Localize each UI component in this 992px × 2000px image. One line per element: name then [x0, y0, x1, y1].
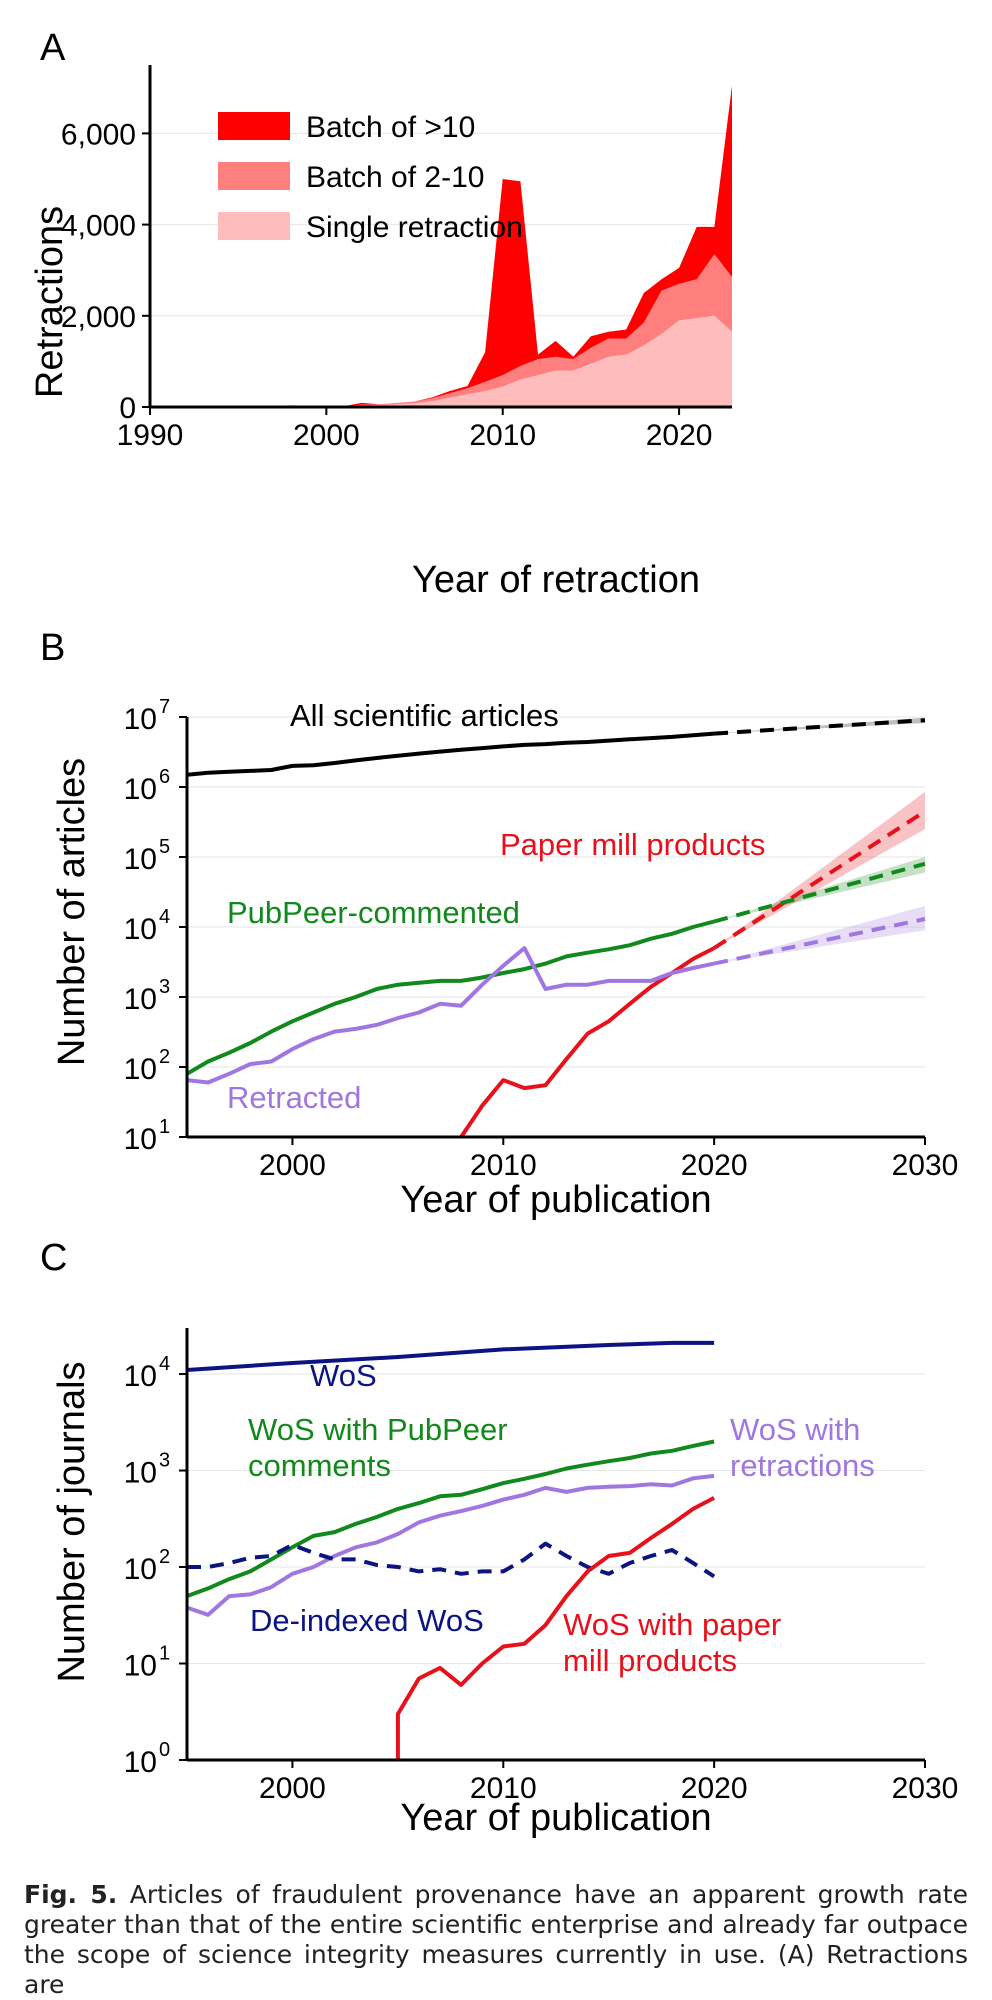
- y-tick-label: 10: [124, 843, 157, 876]
- y-tick-exponent: 3: [159, 976, 170, 998]
- y-tick-label-a: 4,000: [61, 210, 136, 243]
- label-wos: WoS: [310, 1358, 377, 1393]
- x-tick-label-a: 2020: [646, 419, 713, 452]
- legend-swatch-single-retraction: [218, 212, 290, 240]
- panel-b: B 10 1 10 2 10 3 10 4 10 5 10 6 10 7 2000 2010 2020 2030 …: [0, 620, 992, 1230]
- legend-label-single-retraction: Single retraction: [306, 211, 523, 244]
- x-tick-label-a: 2000: [293, 419, 360, 452]
- x-tick-label: 2020: [681, 1149, 748, 1182]
- panel-c: C 10 0 10 1 10 2 10 3 10 4 2000 2010 2020 2030 WoS Wo…: [0, 1237, 992, 1840]
- y-tick-exponent: 7: [159, 696, 170, 718]
- y-tick-label-a: 2,000: [61, 301, 136, 334]
- series-line-wos-with-paper-mill-products: [395, 1496, 716, 1760]
- series-line-wos-with-retractions: [187, 1473, 715, 1617]
- x-tick-label: 2030: [892, 1772, 959, 1805]
- panel-label-b: B: [40, 627, 65, 669]
- projection-band-pubpeer-commented: [714, 857, 925, 922]
- series-line-wos: [187, 1340, 715, 1372]
- area-single-retraction: [150, 315, 732, 407]
- y-tick-label: 10: [124, 773, 157, 806]
- y-axis-label-b: Number of articles: [51, 758, 93, 1066]
- label-all-articles: All scientific articles: [290, 698, 559, 733]
- figure-caption: Fig. 5. Articles of fraudulent provenanc…: [24, 1880, 968, 2000]
- projection-band-retracted: [714, 905, 925, 964]
- label-wos-retractions-1: WoS with: [730, 1412, 860, 1447]
- x-tick-label: 2010: [470, 1772, 537, 1805]
- label-deindexed-wos: De-indexed WoS: [250, 1603, 484, 1638]
- x-axis-label-c: Year of publication: [400, 1797, 711, 1839]
- label-wos-pubpeer-2: comments: [248, 1448, 391, 1483]
- legend-label-batch-of-10: Batch of >10: [306, 111, 475, 144]
- series-line-wos-with-pubpeer-comments: [187, 1439, 715, 1598]
- y-axis-label-c: Number of journals: [51, 1361, 93, 1682]
- panel-label-a: A: [40, 27, 66, 69]
- caption-label: Fig. 5.: [24, 1880, 118, 1909]
- y-axis-label-a: Retractions: [29, 206, 71, 398]
- y-tick-label: 10: [124, 913, 157, 946]
- y-tick-exponent: 2: [159, 1046, 170, 1068]
- y-tick-exponent: 3: [159, 1450, 170, 1472]
- legend-swatch-batch-of-10: [218, 112, 290, 140]
- retractions-area-chart: A 0 2,000 4,000 6,000 1990 2000 2010 2020 Batch…: [29, 27, 732, 601]
- projection-band-paper-mill-products: [714, 791, 925, 949]
- label-wos-retractions-2: retractions: [730, 1448, 875, 1483]
- x-tick-label-a: 2010: [469, 419, 536, 452]
- y-tick-label-a: 6,000: [61, 118, 136, 151]
- x-tick-label: 2010: [470, 1149, 537, 1182]
- y-tick-exponent: 1: [159, 1643, 170, 1665]
- y-tick-label: 10: [124, 1360, 157, 1393]
- x-tick-label: 2000: [259, 1149, 326, 1182]
- y-tick-exponent: 4: [159, 906, 170, 928]
- y-tick-exponent: 0: [159, 1739, 170, 1761]
- label-wos-pubpeer-1: WoS with PubPeer: [248, 1412, 508, 1447]
- projection-line-retracted: [713, 917, 926, 966]
- series-line-de-indexed-wos: [187, 1541, 716, 1579]
- x-tick-label: 2030: [892, 1149, 959, 1182]
- y-tick-exponent: 1: [159, 1116, 170, 1138]
- panel-a: A 0 2,000 4,000 6,000 1990 2000 2010 2020 Batch…: [0, 0, 992, 610]
- y-tick-label: 10: [124, 983, 157, 1016]
- series-line-retracted: [187, 946, 715, 1085]
- label-paper-mill: Paper mill products: [500, 827, 765, 862]
- projection-line-paper-mill-products: [713, 809, 927, 950]
- y-tick-exponent: 4: [159, 1353, 170, 1375]
- y-tick-label: 10: [124, 1650, 157, 1683]
- y-tick-exponent: 2: [159, 1546, 170, 1568]
- y-tick-label: 10: [124, 1457, 157, 1490]
- y-tick-exponent: 5: [159, 836, 170, 858]
- label-pubpeer: PubPeer-commented: [227, 895, 520, 930]
- projection-line-all-scientific-articles: [713, 718, 926, 736]
- series-line-all-scientific-articles: [187, 731, 715, 777]
- y-tick-exponent: 6: [159, 766, 170, 788]
- x-tick-label: 2000: [259, 1772, 326, 1805]
- y-tick-label: 10: [124, 703, 157, 736]
- y-tick-label: 10: [124, 1053, 157, 1086]
- label-wos-papermill-2: mill products: [563, 1643, 737, 1678]
- y-tick-label: 10: [124, 1553, 157, 1586]
- caption-text: Articles of fraudulent provenance have a…: [24, 1880, 968, 1999]
- x-axis-label-a: Year of retraction: [412, 559, 700, 601]
- y-tick-label-a: 0: [119, 392, 136, 425]
- legend-label-batch-of-2-10: Batch of 2-10: [306, 161, 484, 194]
- label-wos-papermill-1: WoS with paper: [563, 1607, 781, 1642]
- legend-swatch-batch-of-2-10: [218, 162, 290, 190]
- series-line-pubpeer-commented: [187, 919, 715, 1076]
- x-tick-label-a: 1990: [117, 419, 184, 452]
- x-tick-label: 2020: [681, 1772, 748, 1805]
- label-retracted: Retracted: [227, 1080, 361, 1115]
- panel-label-c: C: [40, 1240, 67, 1279]
- series-line-paper-mill-products: [459, 946, 716, 1137]
- y-tick-label: 10: [124, 1123, 157, 1156]
- x-axis-label-b: Year of publication: [400, 1179, 711, 1221]
- projection-line-pubpeer-commented: [713, 861, 926, 924]
- y-tick-label: 10: [124, 1746, 157, 1779]
